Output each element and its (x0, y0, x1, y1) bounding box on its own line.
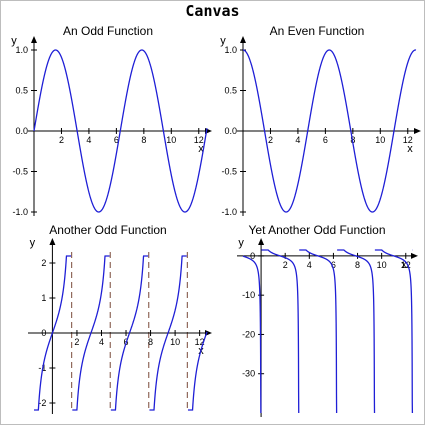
x-tick-label: 8 (141, 135, 146, 145)
x-axis-arrow (205, 330, 212, 336)
y-tick-label: 0.0 (224, 126, 237, 136)
x-tick-label: 4 (86, 135, 91, 145)
y-axis-arrow (31, 36, 37, 43)
y-axis-label: y (11, 35, 17, 47)
y-tick-label: 0.5 (224, 86, 237, 96)
x-tick-label: 12 (401, 260, 411, 270)
y-tick-label: 0.5 (15, 86, 28, 96)
x-tick-label: 10 (170, 337, 180, 347)
x-tick-label: 10 (375, 135, 385, 145)
y-tick-label: -0.5 (12, 167, 28, 177)
x-tick-label: 8 (148, 337, 153, 347)
y-axis-label: y (30, 237, 36, 249)
x-tick-label: 2 (268, 135, 273, 145)
chart-title: An Even Function (270, 24, 365, 38)
x-tick-label: 8 (355, 260, 360, 270)
plot-yet-another-odd-function: Yet Another Odd Function x y 2 4 6 8 10 12 -30 -20… (237, 223, 418, 417)
y-tick-label: 1.0 (224, 45, 237, 55)
x-axis-label: x (198, 143, 204, 155)
canvas-title: Canvas (185, 2, 240, 20)
y-tick-label: 0 (41, 328, 46, 338)
chart-title: Another Odd Function (49, 223, 166, 237)
x-tick-label: 12 (195, 337, 205, 347)
y-tick-label: 1 (41, 293, 46, 303)
y-tick-label: -1.0 (12, 207, 28, 217)
y-tick-label: 2 (41, 258, 46, 268)
x-tick-label: 4 (307, 260, 312, 270)
function-curve (242, 249, 414, 414)
x-tick-label: 2 (283, 260, 288, 270)
x-axis-arrow (411, 252, 418, 259)
x-tick-label: 6 (114, 135, 119, 145)
x-tick-label: 6 (331, 260, 336, 270)
x-axis-label: x (407, 143, 413, 155)
y-axis-arrow (240, 36, 246, 43)
x-tick-label: 4 (295, 135, 300, 145)
y-tick-label: -1.0 (221, 207, 237, 217)
y-tick-label: -2 (38, 398, 46, 408)
x-tick-label: 10 (166, 135, 176, 145)
chart-title: An Odd Function (63, 24, 153, 38)
y-tick-label: -0.5 (221, 167, 237, 177)
y-tick-label: 0.0 (15, 126, 28, 136)
y-axis-label: y (238, 237, 244, 249)
x-tick-label: 10 (377, 260, 387, 270)
function-curve (243, 49, 417, 213)
function-curve (33, 49, 208, 213)
chart-title: Yet Another Odd Function (249, 223, 386, 237)
y-tick-label: -30 (242, 369, 255, 379)
y-tick-label: 1.0 (15, 45, 28, 55)
x-axis-arrow (414, 128, 421, 134)
function-curve (34, 255, 208, 411)
x-tick-label: 2 (74, 337, 79, 347)
y-tick-label: 0 (250, 251, 255, 261)
y-axis-arrow (258, 238, 265, 245)
x-tick-label: 6 (323, 135, 328, 145)
x-axis-label: x (401, 259, 407, 271)
y-axis-arrow (49, 238, 56, 245)
y-tick-label: -20 (242, 329, 255, 339)
x-tick-label: 2 (59, 135, 64, 145)
y-tick-label: -10 (242, 290, 255, 300)
x-tick-label: 4 (99, 337, 104, 347)
x-tick-label: 12 (194, 135, 204, 145)
plot-odd-function: An Odd Function x y 2 4 6 8 10 12 -1.0 -0.5 0.0 0.5 1… (11, 24, 212, 217)
y-axis-label: y (220, 35, 226, 47)
x-tick-label: 12 (403, 135, 413, 145)
